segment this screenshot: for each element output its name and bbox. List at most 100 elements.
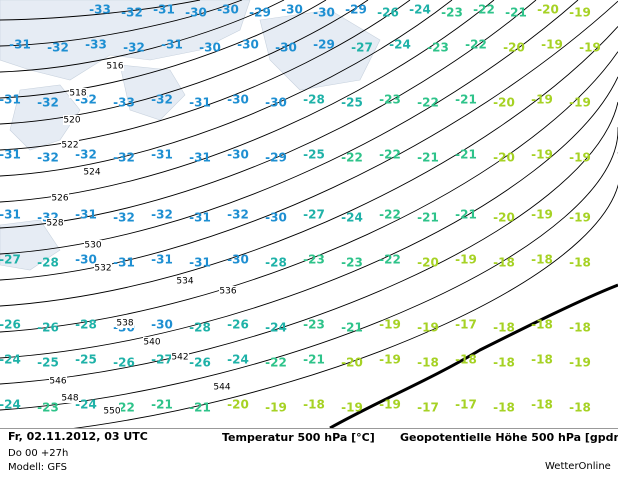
contour-line [0,51,618,333]
temperature-label: -31 [189,211,211,225]
contour-line [0,0,327,99]
temperature-label: -23 [441,6,463,20]
temperature-label: -30 [227,93,249,107]
temperature-label: -32 [151,93,173,107]
temperature-label: -25 [341,96,363,110]
temperature-label: -24 [341,211,363,225]
temperature-label: -30 [281,3,303,17]
height-label: 546 [49,377,66,387]
temperature-label: -32 [121,6,143,20]
temperature-label: -23 [37,401,59,415]
temperature-label: -24 [227,353,249,367]
temperature-label: -18 [493,401,515,415]
height-label: 544 [213,383,230,393]
temperature-label: -21 [341,321,363,335]
temperature-label: -24 [75,398,97,412]
height-label-bg [143,337,161,347]
temperature-label: -18 [569,401,591,415]
temperature-label: -32 [37,96,59,110]
temperature-label: -32 [227,208,249,222]
temperature-label: -29 [265,151,287,165]
temperature-label: -23 [427,41,449,55]
land [0,0,251,81]
temperature-label: -31 [161,38,183,52]
temperature-label: -30 [227,253,249,267]
temperature-label: -19 [455,253,477,267]
temperature-label: -25 [37,356,59,370]
temperature-label: -21 [303,353,325,367]
temperature-label: -18 [303,398,325,412]
temperature-label: -29 [249,6,271,20]
labels: -33 -32 -31 -30 -30 -29 -30 -30 -29 -26 -24 -23 -22-… [0,3,601,417]
temperature-label: -18 [455,353,477,367]
temperature-label: -32 [75,148,97,162]
temperature-label: -18 [417,356,439,370]
contour-line [0,0,411,151]
height-label: 550 [103,407,120,417]
temperature-label: -31 [0,208,21,222]
temperature-label: -17 [417,401,439,415]
temperature-label: -19 [379,398,401,412]
height-label: 528 [46,219,63,229]
height-label: 532 [94,264,111,274]
height-label-bg [61,140,79,150]
temperature-label: -29 [345,3,367,17]
temperature-label: -19 [579,41,601,55]
land [259,9,381,91]
temperature-label: -19 [541,38,563,52]
contour-line [0,0,618,281]
temperature-label: -19 [531,208,553,222]
temperature-label: -18 [493,356,515,370]
height-label: 548 [61,394,78,404]
temperature-label: -23 [341,256,363,270]
bold-contour [329,283,618,430]
temperature-label: -31 [189,96,211,110]
temperature-label: -24 [0,353,21,367]
temperature-label: -21 [417,151,439,165]
temperature-label: -31 [0,148,21,162]
temperature-label: -19 [417,321,439,335]
temperature-label: -18 [493,321,515,335]
temperature-label: -21 [455,208,477,222]
height-label-bg [219,286,237,296]
height-label: 536 [219,287,236,297]
temperature-label: -22 [465,38,487,52]
temperature-label: -30 [199,41,221,55]
temperature-label: -19 [341,401,363,415]
land [9,84,81,151]
temperature-label: -21 [455,93,477,107]
contour-line [0,127,618,411]
height-label-bg [83,167,101,177]
temperature-label: -31 [189,256,211,270]
temperature-label: -31 [151,253,173,267]
temperature-label: -23 [303,253,325,267]
temperature-label: -22 [379,148,401,162]
temperature-label: -32 [47,41,69,55]
temperature-label: -22 [379,208,401,222]
temperature-label: -29 [313,38,335,52]
legend-temperature: Temperatur 500 hPa [°C] [222,431,375,444]
temperature-label: -30 [275,41,297,55]
temperature-label: -28 [75,318,97,332]
temperature-label: -19 [569,211,591,225]
temperature-label: -21 [151,398,173,412]
temperature-label: -27 [303,208,325,222]
height-label-bg [106,61,124,71]
land-areas [0,0,381,271]
date: Fr, 02.11.2012, 03 UTC [8,430,148,443]
temperature-label: -32 [113,151,135,165]
temperature-label: -21 [189,401,211,415]
temperature-label: -20 [493,151,515,165]
height-label: 538 [116,319,133,329]
temperature-label: -22 [379,253,401,267]
height-label-bg [213,382,231,392]
contour-line [0,0,453,177]
height-label: 518 [69,89,86,99]
height-label-bg [49,376,67,386]
temperature-label: -19 [265,401,287,415]
temperature-label: -27 [0,253,21,267]
temperature-label: -23 [379,93,401,107]
temperature-label: -30 [265,211,287,225]
